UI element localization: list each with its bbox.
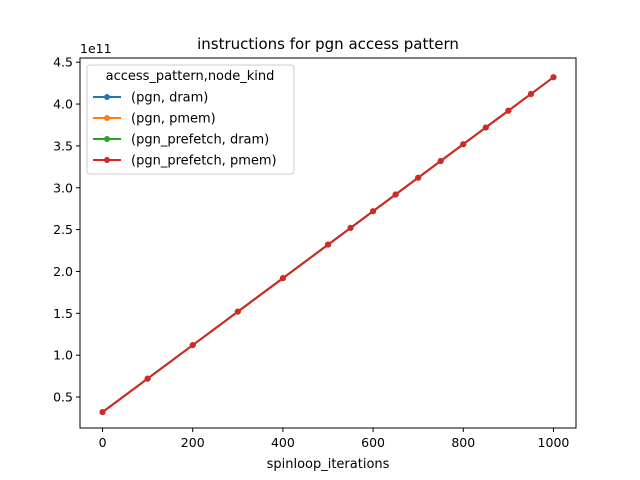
legend-label-pgn-pmem: (pgn, pmem) [131,112,216,127]
data-point-pgn-prefetch-pmem [415,174,422,181]
data-point-pgn-prefetch-pmem [460,141,467,148]
chart-title: instructions for pgn access pattern [197,35,459,53]
x-tick-label: 600 [361,435,385,450]
data-point-pgn-prefetch-pmem [325,241,331,248]
axis-ticks: 0 200 400 600 800 1000 0.5 1.0 1.5 2.0 2.5 3.0 3.5 4.… [53,55,569,450]
data-point-pgn-prefetch-pmem [370,208,377,215]
x-axis-label: spinloop_iterations [267,457,390,472]
legend-marker-pgn-prefetch-dram [104,136,110,142]
y-offset-label: 1e11 [80,41,112,56]
legend-label-pgn-prefetch-pmem: (pgn_prefetch, pmem) [131,154,277,169]
y-tick-label: 4.0 [53,97,73,112]
x-tick-label: 0 [99,435,107,450]
data-point-pgn-prefetch-pmem [234,308,241,315]
data-point-pgn-prefetch-pmem [279,275,286,282]
y-tick-label: 2.0 [53,264,73,279]
y-tick-label: 2.5 [53,222,73,237]
legend-label-pgn-prefetch-dram: (pgn_prefetch, dram) [131,133,269,148]
data-point-pgn-prefetch-pmem [482,124,489,131]
data-point-pgn-prefetch-pmem [527,90,534,97]
x-tick-label: 800 [451,435,475,450]
x-tick-label: 200 [181,435,205,450]
legend-marker-pgn-pmem [104,115,110,121]
data-point-pgn-prefetch-pmem [505,107,512,114]
x-tick-label: 1000 [538,435,570,450]
x-tick-label: 400 [271,435,295,450]
legend-marker-pgn-prefetch-pmem [104,157,110,163]
y-tick-label: 0.5 [53,390,73,405]
legend-box [86,64,295,175]
y-tick-label: 1.5 [53,306,73,321]
legend-title: access_pattern,node_kind [106,69,275,84]
y-tick-label: 4.5 [53,55,73,70]
data-point-pgn-prefetch-pmem [189,342,196,349]
legend-marker-pgn-dram [104,94,110,100]
series-lines [99,74,557,416]
plot-frame [79,57,577,429]
data-point-pgn-prefetch-pmem [144,375,151,382]
data-point-pgn-prefetch-pmem [99,409,106,416]
series-line-pgn-prefetch-pmem [101,76,555,413]
legend-entries: (pgn, dram) (pgn, pmem) (pgn_prefetch, dra… [93,91,277,169]
data-point-pgn-prefetch-pmem [392,191,399,198]
legend-label-pgn-dram: (pgn, dram) [131,91,208,106]
data-point-pgn-prefetch-pmem [437,157,444,164]
y-tick-label: 3.5 [53,138,73,153]
data-point-pgn-prefetch-pmem [347,224,354,231]
y-tick-label: 3.0 [53,180,73,195]
legend: access_pattern,node_kind (pgn, dram)(pgn… [86,64,295,175]
y-tick-label: 1.0 [53,348,73,363]
data-point-pgn-prefetch-pmem [550,74,557,81]
